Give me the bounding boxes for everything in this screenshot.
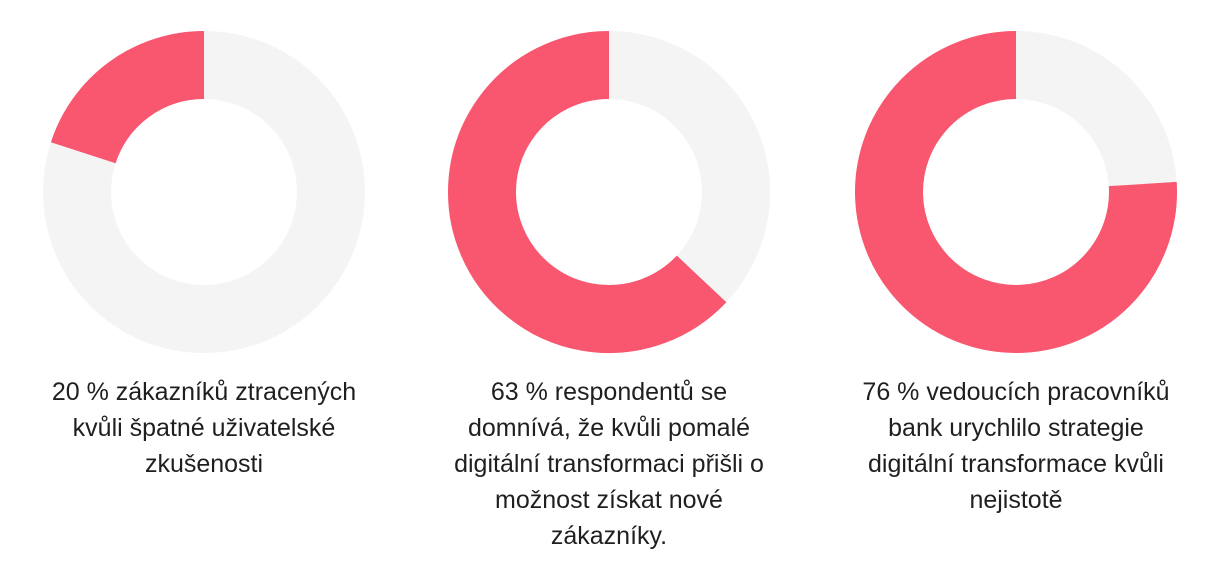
donut-1-caption: 20 % zákazníků ztracených kvůli špatné u… xyxy=(51,378,357,478)
donut-1-value-arc xyxy=(50,31,206,165)
donut-2-value-arc xyxy=(448,31,727,353)
donut-2-caption: 63 % respondentů se domnívá, že kvůli po… xyxy=(454,378,764,550)
donut-2-svg xyxy=(448,31,770,353)
donut-3-value-arc xyxy=(855,31,1177,353)
donut-3-caption: 76 % vedoucích pracovníků bank urychlilo… xyxy=(862,378,1170,514)
donut-1-svg xyxy=(43,31,365,353)
donut-3-svg xyxy=(855,31,1177,353)
